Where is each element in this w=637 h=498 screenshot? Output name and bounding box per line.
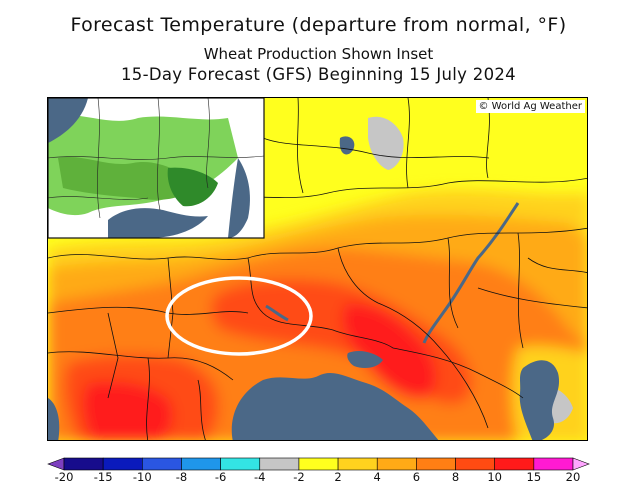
- chart-title: Forecast Temperature (departure from nor…: [70, 14, 567, 36]
- colorbar-tick-label: -2: [293, 470, 305, 484]
- colorbar-swatch: [416, 457, 456, 471]
- colorbar-swatch: [102, 457, 143, 471]
- temperature-departure-map: © World Ag Weather: [47, 97, 588, 441]
- political-borders: [48, 98, 587, 440]
- colorbar-arrow-high: [572, 457, 590, 471]
- chart-subtitle: Wheat Production Shown Inset: [203, 45, 434, 63]
- colorbar-swatch: [533, 457, 574, 471]
- colorbar-tick-label: -4: [254, 470, 266, 484]
- colorbar-tick-label: -8: [175, 470, 188, 484]
- dnieper-reservoirs: [265, 304, 289, 322]
- colorbar-tick-label: -15: [93, 470, 113, 484]
- map-credit: © World Ag Weather: [475, 100, 585, 113]
- colorbar-tick-label: 6: [412, 470, 421, 484]
- sea-of-azov: [347, 350, 383, 368]
- colorbar-tick-label: -6: [214, 470, 227, 484]
- colorbar-tick-label: 4: [373, 470, 381, 484]
- colorbar-tick-label: -20: [54, 470, 74, 484]
- wheat-belt-highlight-ellipse: [165, 276, 313, 356]
- black-sea: [231, 373, 439, 440]
- volga-river: [422, 202, 520, 344]
- wheat-production-inset: [48, 98, 264, 238]
- near-normal-patch-north: [368, 116, 404, 170]
- colorbar-swatch: [376, 457, 417, 471]
- colorbar-swatch: [298, 457, 339, 471]
- colorbar-tick-label: 2: [334, 470, 342, 484]
- colorbar-swatch: [494, 457, 535, 471]
- colorbar-swatch: [455, 457, 495, 471]
- anomaly-zone-15-20: [341, 303, 437, 400]
- caspian-sea: [519, 360, 560, 440]
- colorbar-tick-label: 15: [526, 470, 542, 484]
- colorbar-swatch: [220, 457, 261, 471]
- colorbar-swatch: [259, 457, 300, 471]
- map-canvas: [48, 98, 587, 440]
- forecast-period: 15-Day Forecast (GFS) Beginning 15 July …: [121, 65, 516, 84]
- colorbar-tick-label: 10: [487, 470, 503, 484]
- colorbar: [47, 457, 590, 471]
- inset-border: [48, 98, 265, 239]
- colorbar-swatch: [181, 457, 221, 471]
- colorbar-tick-label: 20: [565, 470, 581, 484]
- colorbar-swatch: [337, 457, 378, 471]
- anomaly-zone-15-20-west: [82, 381, 174, 440]
- colorbar-tick-label: 8: [451, 470, 460, 484]
- aegean-sea: [48, 398, 60, 440]
- colorbar-swatch: [63, 457, 104, 471]
- colorbar-arrow-low: [47, 457, 65, 471]
- colorbar-tick-label: -10: [132, 470, 152, 484]
- colorbar-swatch: [142, 457, 182, 471]
